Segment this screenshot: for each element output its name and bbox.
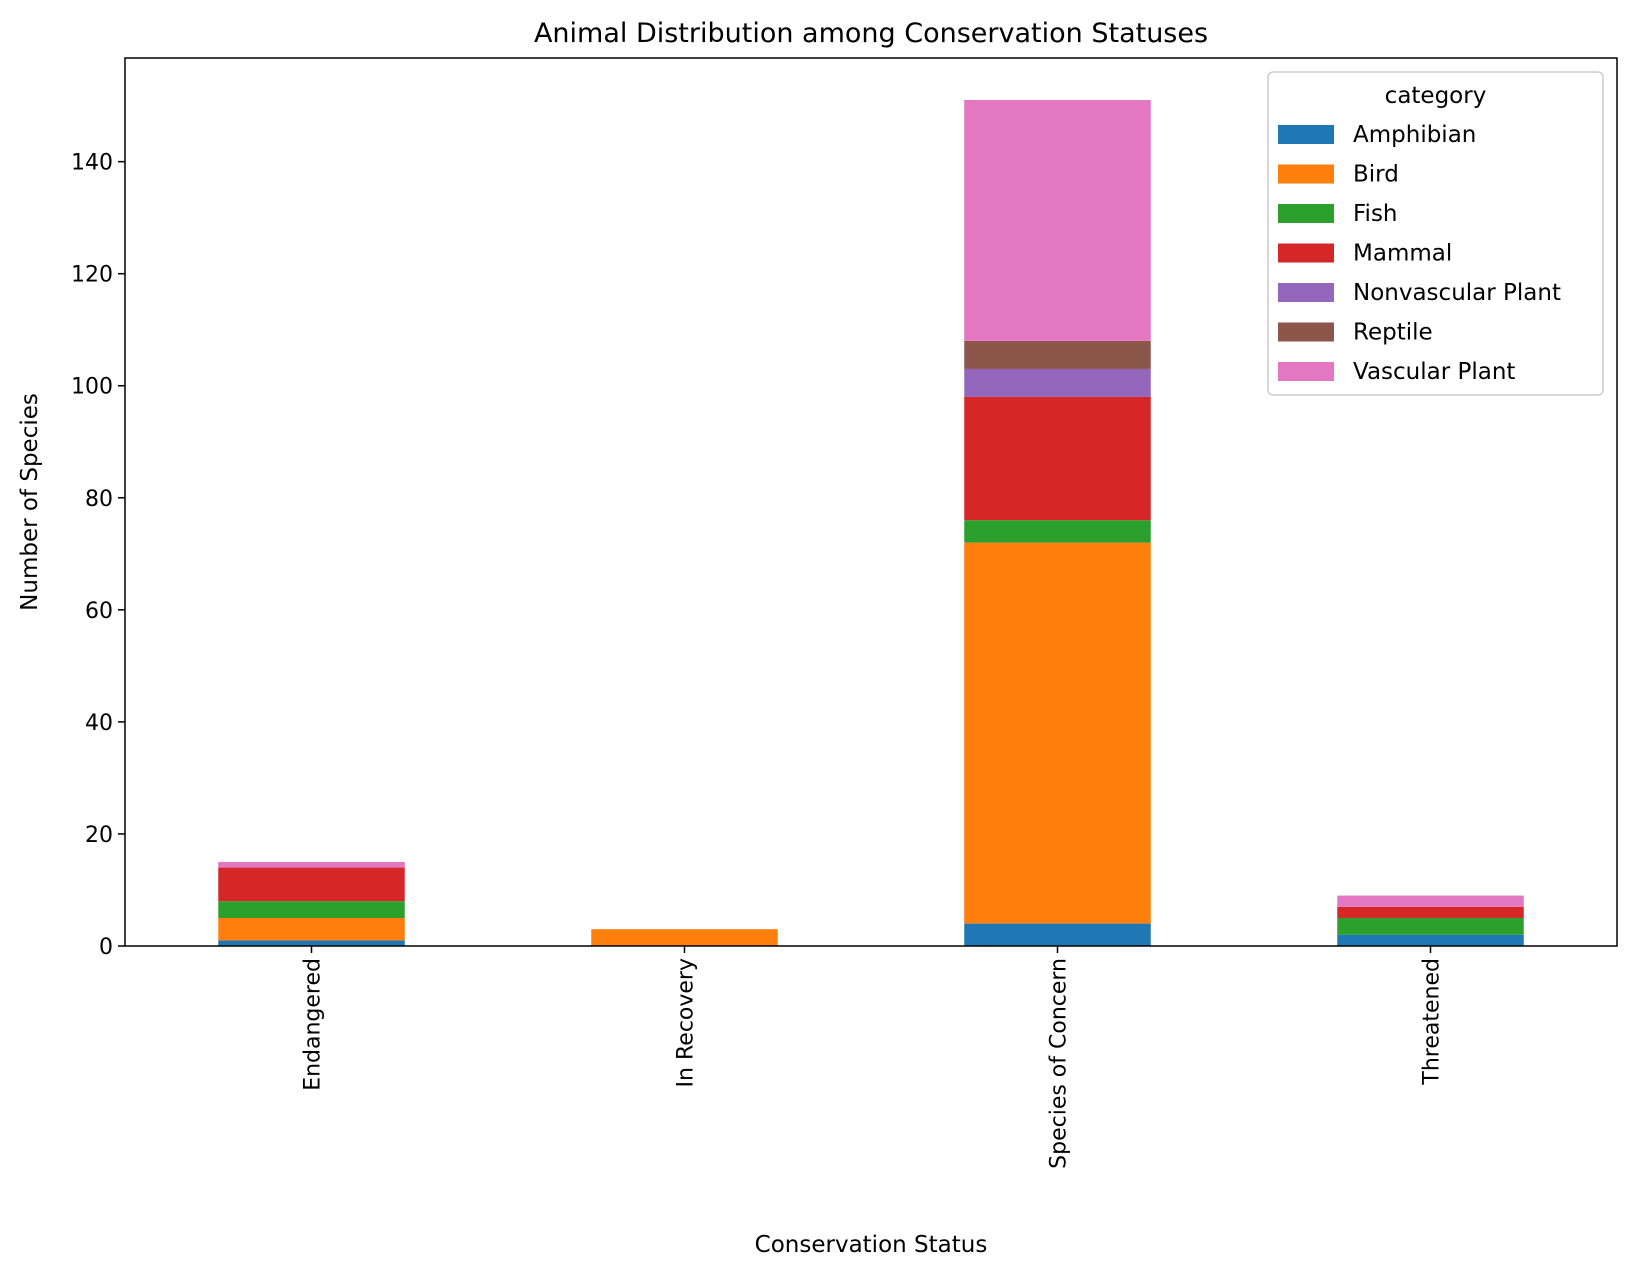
bar-segment — [964, 923, 1151, 946]
legend-swatch — [1278, 243, 1334, 263]
bar-segment — [1337, 917, 1524, 935]
legend-label: Fish — [1353, 201, 1398, 227]
bars-group — [218, 100, 1524, 946]
bar-segment — [218, 940, 405, 946]
legend-label: Mammal — [1353, 241, 1452, 267]
bar-segment — [591, 929, 778, 946]
chart-title: Animal Distribution among Conservation S… — [534, 18, 1208, 49]
y-tick-label: 100 — [71, 375, 113, 400]
legend-swatch — [1278, 204, 1334, 223]
y-axis: 0 20 40 60 80 100 120 140 — [71, 151, 125, 960]
bar-segment — [964, 396, 1151, 521]
legend-label: Vascular Plant — [1353, 359, 1515, 385]
y-axis-label: Number of Species — [17, 393, 43, 611]
legend-title: category — [1385, 83, 1487, 109]
y-tick-label: 20 — [85, 823, 113, 848]
y-tick-label: 40 — [85, 711, 113, 736]
bar-segment — [218, 901, 405, 918]
bar-segment — [964, 340, 1151, 369]
bar-segment — [1337, 934, 1524, 946]
x-axis-label: Conservation Status — [755, 1232, 988, 1258]
y-tick-label: 80 — [85, 487, 113, 512]
y-tick-label: 60 — [85, 599, 113, 624]
bar-segment — [218, 917, 405, 941]
legend-swatch — [1278, 283, 1334, 302]
legend-swatch — [1278, 362, 1334, 381]
legend-label: Amphibian — [1353, 122, 1476, 148]
legend: category Amphibian Bird Fish Mammal Nonvascul… — [1267, 71, 1604, 396]
bar-segment — [964, 368, 1151, 397]
x-tick-label: Threatened — [1420, 958, 1445, 1086]
bar-segment — [964, 542, 1151, 924]
x-tick-label: In Recovery — [674, 958, 699, 1087]
legend-box — [1267, 71, 1604, 396]
bar-segment — [1337, 906, 1524, 918]
legend-label: Nonvascular Plant — [1353, 280, 1561, 306]
legend-label: Reptile — [1353, 320, 1433, 346]
y-tick-label: 120 — [71, 263, 113, 288]
legend-swatch — [1278, 164, 1334, 184]
bar-segment — [964, 520, 1151, 543]
x-tick-label: Species of Concern — [1047, 958, 1072, 1169]
bar-segment — [218, 867, 405, 902]
bar-segment — [218, 861, 405, 868]
legend-swatch — [1278, 322, 1334, 342]
bar-segment — [964, 100, 1151, 341]
x-axis: Endangered In Recovery Species of Concern T… — [301, 946, 1445, 1169]
x-tick-label: Endangered — [301, 958, 326, 1091]
plot-frame — [124, 57, 1618, 947]
legend-label: Bird — [1353, 162, 1399, 188]
y-tick-label: 0 — [99, 935, 113, 960]
legend-swatch — [1278, 125, 1334, 144]
bar-segment — [1337, 895, 1524, 907]
y-tick-label: 140 — [71, 151, 113, 176]
